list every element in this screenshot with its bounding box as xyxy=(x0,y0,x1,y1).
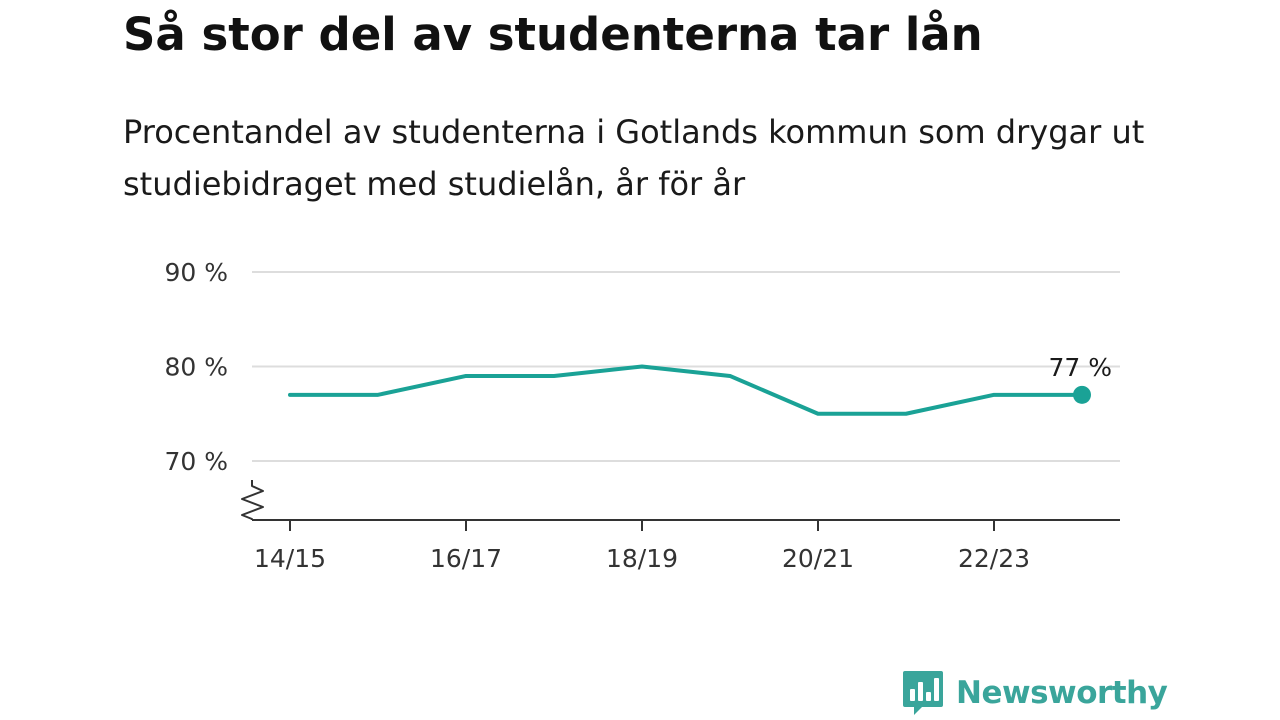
chart-subtitle: Procentandel av studenterna i Gotlands k… xyxy=(123,113,1145,203)
y-tick-label: 80 % xyxy=(164,353,228,382)
x-tick-label: 20/21 xyxy=(782,544,854,573)
axes xyxy=(241,480,1120,521)
tick-labels: 70 % 80 % 90 % 14/15 16/17 18/19 20/21 22/23 xyxy=(164,258,1030,573)
brand-name: Newsworthy xyxy=(956,675,1168,711)
brand-logo: Newsworthy xyxy=(902,668,1168,718)
bar-chart-speech-bubble-icon xyxy=(903,671,943,715)
x-tick-label: 16/17 xyxy=(430,544,502,573)
gridlines xyxy=(252,271,1120,462)
end-value-label: 77 % xyxy=(1048,353,1112,382)
data-labels: 77 % xyxy=(1048,353,1112,382)
series-end-point xyxy=(1073,385,1091,404)
y-axis-break-icon xyxy=(241,480,264,520)
x-tick-label: 18/19 xyxy=(606,544,678,573)
y-tick-label: 90 % xyxy=(164,258,228,287)
x-tick-label: 14/15 xyxy=(254,544,326,573)
y-tick-label: 70 % xyxy=(164,447,228,476)
series xyxy=(288,364,1091,416)
chart-title: Så stor del av studenterna tar lån xyxy=(123,8,983,61)
x-tick-label: 22/23 xyxy=(958,544,1030,573)
series-line xyxy=(288,364,1084,416)
